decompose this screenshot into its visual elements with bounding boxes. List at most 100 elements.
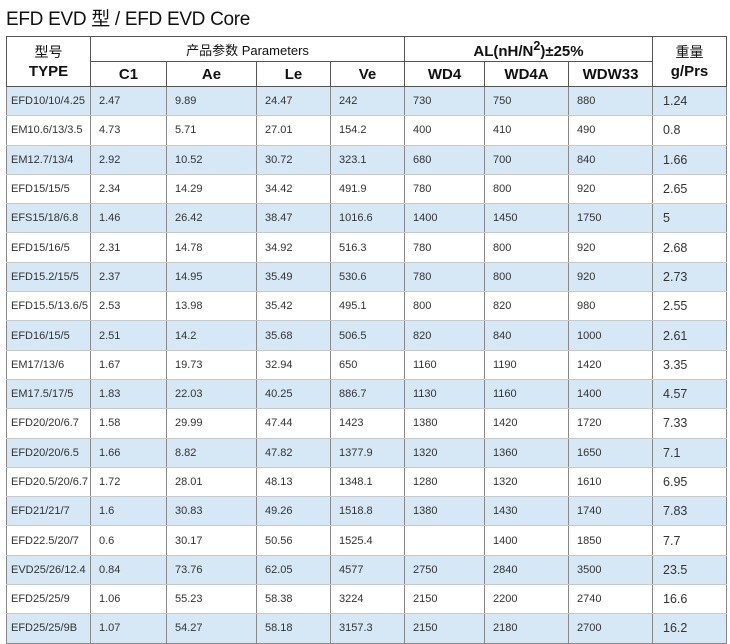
value-cell: 800 [404,291,485,322]
type-cell: EFD15/15/5 [6,174,91,205]
value-cell: 2.65 [652,174,728,205]
value-cell: 1190 [484,350,569,380]
value-cell: 22.03 [166,379,257,410]
table-row: EFD25/25/9B 1.07 54.27 58.18 3157.3 2150 2180 2… [6,613,728,644]
type-cell: EFD15.5/13.6/5 [6,291,91,322]
type-cell: EVD25/26/12.4 [6,555,91,586]
value-cell: 880 [567,86,654,117]
value-cell: 14.95 [166,262,257,293]
value-cell: 62.05 [256,555,331,586]
value-cell [404,525,485,556]
type-cell: EM12.7/13/4 [6,145,91,175]
value-cell: 1430 [484,496,569,527]
value-cell: 0.84 [90,555,167,586]
value-cell: 820 [404,320,485,351]
value-cell: 3.35 [652,350,728,380]
value-cell: 2840 [484,555,569,586]
col-header-wdw33: WDW33 [567,61,654,87]
col-header-wd4a: WD4A [484,61,569,87]
value-cell: 30.17 [166,525,257,556]
value-cell: 2750 [404,555,485,586]
value-cell: 490 [567,115,654,146]
type-cell: EM17.5/17/5 [6,379,91,410]
value-cell: 1400 [484,525,569,556]
value-cell: 680 [404,145,485,175]
value-cell: 530.6 [330,262,405,293]
value-cell: 55.23 [166,584,257,615]
table-row: EFD15/15/5 2.34 14.29 34.42 491.9 780 800 920 2.… [6,174,728,205]
value-cell: 1525.4 [330,525,405,556]
value-cell: 1.07 [90,613,167,644]
value-cell: 54.27 [166,613,257,644]
table-row: EFD15.5/13.6/5 2.53 13.98 35.42 495.1 800 820 9… [6,291,728,322]
value-cell: 2.51 [90,320,167,351]
value-cell: 1650 [567,438,654,468]
value-cell: 730 [404,86,485,117]
value-cell: 495.1 [330,291,405,322]
table-row: EFD22.5/20/7 0.6 30.17 50.56 1525.4 1400 1850 7… [6,525,728,556]
value-cell: 491.9 [330,174,405,205]
value-cell: 1348.1 [330,467,405,498]
weight-header-en: g/Prs [670,62,709,80]
value-cell: 2.37 [90,262,167,293]
value-cell: 800 [484,174,569,205]
value-cell: 27.01 [256,115,331,146]
type-cell: EFD21/21/7 [6,496,91,527]
value-cell: 28.01 [166,467,257,498]
type-header-en: TYPE [28,62,69,80]
value-cell: 1750 [567,203,654,234]
value-cell: 7.83 [652,496,728,527]
value-cell: 2.68 [652,232,728,263]
table-row: EFD10/10/4.25 2.47 9.89 24.47 242 730 750 880 1.… [6,86,728,117]
value-cell: 780 [404,174,485,205]
type-cell: EFD16/15/5 [6,320,91,351]
value-cell: 2.92 [90,145,167,175]
type-cell: EFD25/25/9 [6,584,91,615]
value-cell: 38.47 [256,203,331,234]
value-cell: 32.94 [256,350,331,380]
value-cell: 1400 [567,379,654,410]
page-title: EFD EVD 型 / EFD EVD Core [6,9,251,30]
value-cell: 1000 [567,320,654,351]
value-cell: 6.95 [652,467,728,498]
core-spec-table: 型号 TYPE 产品参数 Parameters AL(nH/N2)±25% 重量… [6,36,728,644]
value-cell: 7.33 [652,408,728,439]
value-cell: 1420 [567,350,654,380]
value-cell: 1740 [567,496,654,527]
value-cell: 34.92 [256,232,331,263]
value-cell: 7.7 [652,525,728,556]
value-cell: 5.71 [166,115,257,146]
table-row: EFD20/20/6.5 1.66 8.82 47.82 1377.9 1320 1360 1… [6,438,728,468]
value-cell: 1400 [404,203,485,234]
value-cell: 2.53 [90,291,167,322]
value-cell: 323.1 [330,145,405,175]
value-cell: 980 [567,291,654,322]
value-cell: 35.68 [256,320,331,351]
type-cell: EFS15/18/6.8 [6,203,91,234]
params-group-header: 产品参数 Parameters [90,36,405,62]
value-cell: 800 [484,262,569,293]
value-cell: 2.73 [652,262,728,293]
value-cell: 1.72 [90,467,167,498]
value-cell: 1.83 [90,379,167,410]
value-cell: 29.99 [166,408,257,439]
type-cell: EM10.6/13/3.5 [6,115,91,146]
value-cell: 2.55 [652,291,728,322]
value-cell: 4.57 [652,379,728,410]
col-header-le: Le [256,61,331,87]
value-cell: 35.42 [256,291,331,322]
value-cell: 13.98 [166,291,257,322]
value-cell: 780 [404,262,485,293]
type-cell: EFD22.5/20/7 [6,525,91,556]
table-body: EFD10/10/4.25 2.47 9.89 24.47 242 730 750 880 1.… [6,86,728,644]
value-cell: 34.42 [256,174,331,205]
value-cell: 14.78 [166,232,257,263]
value-cell: 1320 [404,438,485,468]
table-row: EFD21/21/7 1.6 30.83 49.26 1518.8 1380 1430 174… [6,496,728,527]
value-cell: 750 [484,86,569,117]
type-cell: EFD15/16/5 [6,232,91,263]
value-cell: 4577 [330,555,405,586]
value-cell: 7.1 [652,438,728,468]
type-cell: EFD20/20/6.7 [6,408,91,439]
value-cell: 14.29 [166,174,257,205]
